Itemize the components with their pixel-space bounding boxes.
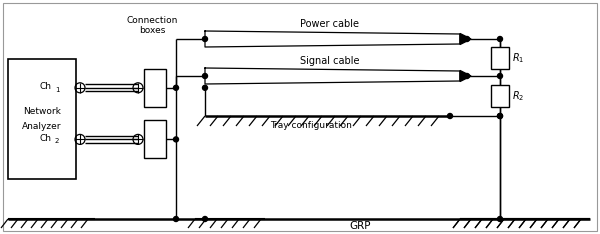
- Circle shape: [497, 216, 503, 222]
- Text: 2: 2: [55, 138, 59, 144]
- Text: Analyzer: Analyzer: [22, 122, 62, 131]
- Bar: [144, 69, 166, 107]
- Text: Network: Network: [23, 107, 61, 116]
- Circle shape: [203, 85, 208, 90]
- Text: Connection
boxes: Connection boxes: [127, 16, 178, 35]
- Text: GRP: GRP: [349, 221, 371, 231]
- Bar: [491, 85, 509, 107]
- Polygon shape: [460, 33, 471, 44]
- Circle shape: [464, 73, 470, 78]
- Polygon shape: [205, 68, 460, 84]
- Circle shape: [497, 113, 503, 118]
- Text: Ch: Ch: [40, 134, 52, 143]
- Circle shape: [497, 37, 503, 41]
- Circle shape: [173, 216, 179, 222]
- Text: Signal cable: Signal cable: [300, 56, 360, 66]
- Text: $R_1$: $R_1$: [512, 51, 524, 65]
- Circle shape: [497, 113, 503, 118]
- Text: 1: 1: [55, 87, 59, 93]
- Bar: [491, 47, 509, 69]
- Circle shape: [203, 73, 208, 78]
- Text: Tray configuration: Tray configuration: [270, 121, 352, 130]
- Text: $R_2$: $R_2$: [512, 89, 524, 103]
- Polygon shape: [460, 70, 471, 81]
- Polygon shape: [205, 31, 460, 47]
- Circle shape: [203, 37, 208, 41]
- Text: Ch: Ch: [40, 82, 52, 91]
- Circle shape: [173, 85, 179, 90]
- Circle shape: [497, 73, 503, 78]
- Bar: [8, 59, 76, 179]
- Circle shape: [173, 137, 179, 142]
- Circle shape: [464, 37, 470, 41]
- Text: Power cable: Power cable: [301, 19, 359, 29]
- Circle shape: [448, 113, 452, 118]
- Bar: [144, 121, 166, 158]
- Circle shape: [203, 216, 208, 222]
